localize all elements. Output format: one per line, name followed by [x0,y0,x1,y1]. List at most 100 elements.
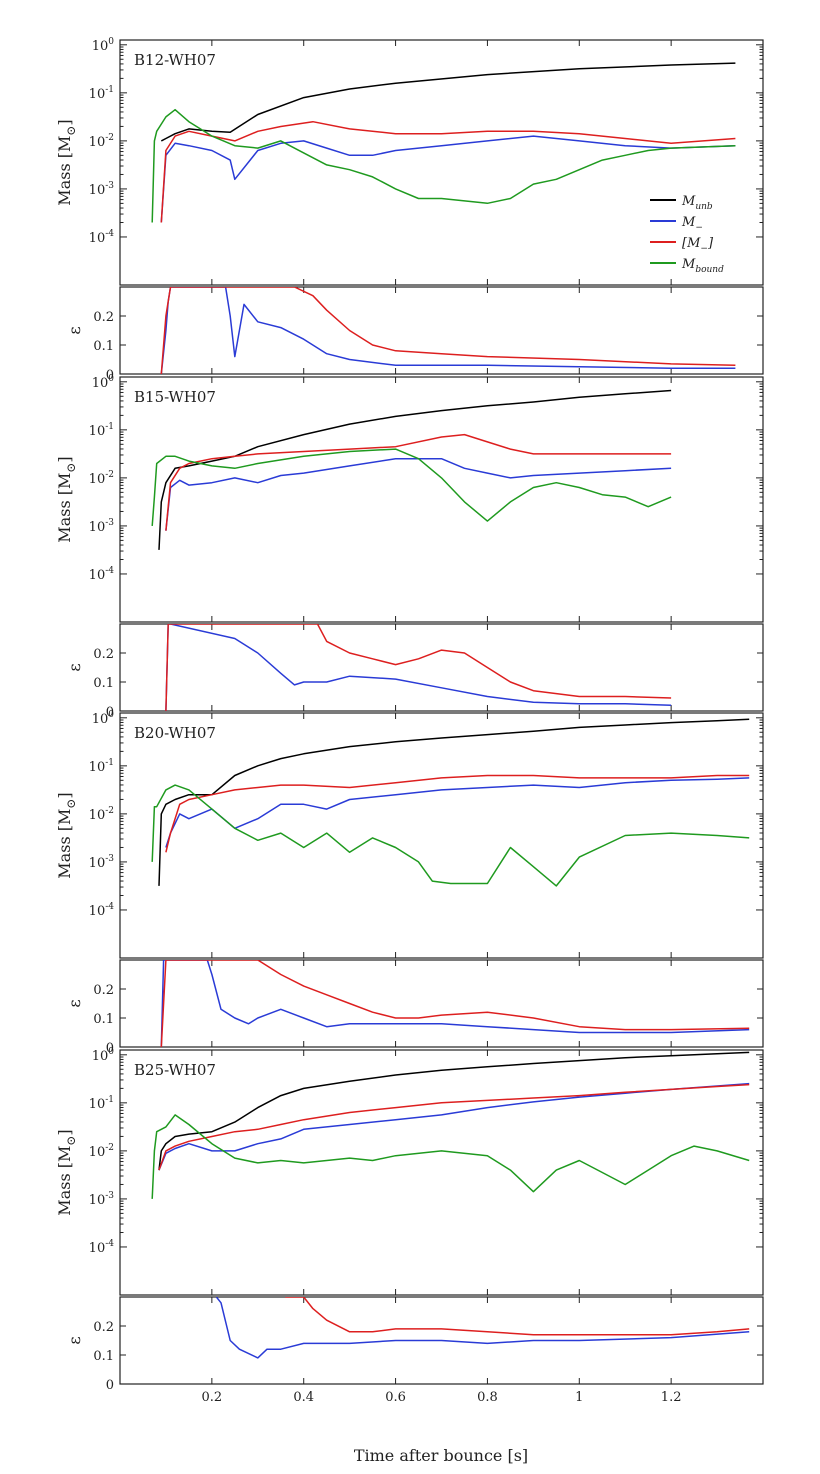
mass-axis-label: Mass [M⊙] [55,119,78,205]
series-line-M_unb [160,62,736,142]
eps-tick-label: 0.1 [93,1012,114,1027]
series-line-M_unb [158,389,672,550]
eps-series-group [215,1297,750,1359]
eps-axis-label: ε [65,999,84,1007]
series-line-M_minus_avg [165,433,672,531]
eps-line-M_minus [160,287,736,374]
mass-tick-label: 10-4 [89,229,115,246]
mass-axis-label: Mass [M⊙] [55,1129,78,1215]
eps-tick-label: 0.2 [93,310,114,325]
eps-axes-frame [119,1296,764,1385]
eps-tick-label: 0 [106,1041,114,1056]
eps-line-M_minus_avg [285,1297,750,1336]
series-line-M_bound [151,448,672,526]
mass-tick-label: 100 [92,710,115,727]
eps-tick-label: 0.2 [93,1320,114,1335]
eps-axes-frame [119,286,764,375]
panel-0: 100 10-1 10-2 10-3 10-4 0 0.1 0.2 Mass [M⊙] ε B12-… [55,37,764,383]
series-line-M_minus [165,777,750,848]
eps-axes-frame [119,959,764,1048]
legend-label-M_minus_avg: [M−] [682,236,714,254]
mass-series-group [151,389,672,550]
eps-tick-label: 0 [106,705,114,720]
series-line-M_minus_avg [158,1083,750,1171]
mass-tick-label: 10-4 [89,1239,115,1256]
mass-series-group [151,1051,750,1199]
panel-label: B12-WH07 [134,51,216,69]
mass-tick-label: 10-1 [89,422,114,439]
eps-tick-label: 0.2 [93,647,114,662]
x-tick-label: 0.6 [385,1390,406,1405]
panel-label: B15-WH07 [134,388,216,406]
legend-label-M_minus: M− [681,215,703,233]
eps-line-M_minus [165,624,672,711]
mass-tick-label: 10-1 [89,758,114,775]
eps-axis-label: ε [65,1336,84,1344]
mass-axis-label: Mass [M⊙] [55,456,78,542]
eps-axes-frame [119,623,764,712]
eps-tick-label: 0.2 [93,983,114,998]
mass-tick-label: 10-2 [89,470,114,487]
series-line-M_minus_avg [165,774,750,853]
eps-series-group [160,287,736,374]
series-line-M_bound [151,1114,750,1199]
panel-3: 0.2 0.4 0.6 0.8 1 1.2 100 10-1 10-2 10-3 10-4 0 0.1 0… [55,1047,764,1405]
mass-axes-frame [119,376,764,623]
eps-line-M_minus [215,1297,750,1359]
series-line-M_bound [151,108,736,223]
x-tick-label: 1.2 [661,1390,682,1405]
series-line-M_minus_avg [160,120,736,223]
eps-tick-label: 0.1 [93,339,114,354]
panel-2: 100 10-1 10-2 10-3 10-4 0 0.1 0.2 Mass [M⊙] ε B20-… [55,710,764,1056]
legend-label-M_unb: Munb [681,194,713,212]
x-tick-label: 1 [575,1390,583,1405]
mass-tick-label: 10-2 [89,806,114,823]
x-tick-label: 0.8 [477,1390,498,1405]
series-line-M_minus [158,1082,750,1171]
mass-series-group [151,718,750,887]
mass-tick-label: 10-3 [89,518,115,535]
x-axis-label: Time after bounce [s] [354,1446,528,1465]
legend: Munb M− [M−] Mbound [650,194,724,275]
panel-1: 100 10-1 10-2 10-3 10-4 0 0.1 0.2 Mass [M⊙] ε B15-… [55,374,764,720]
mass-tick-label: 10-1 [89,85,114,102]
series-line-M_minus [165,457,672,531]
mass-tick-label: 100 [92,1047,115,1064]
mass-axes-frame [119,1049,764,1296]
mass-tick-label: 10-3 [89,854,115,871]
eps-tick-label: 0 [106,1378,114,1393]
eps-line-M_minus_avg [160,287,736,374]
series-line-M_bound [151,784,750,887]
x-tick-label: 0.2 [202,1390,223,1405]
eps-tick-label: 0.1 [93,1349,114,1364]
mass-tick-label: 10-2 [89,133,114,150]
eps-series-group [160,960,750,1047]
mass-tick-label: 10-3 [89,1191,115,1208]
eps-line-M_minus [160,960,750,1047]
eps-tick-label: 0.1 [93,676,114,691]
mass-tick-label: 100 [92,37,115,54]
mass-axes-frame [119,39,764,286]
mass-tick-label: 10-2 [89,1143,114,1160]
series-line-M_minus [160,135,736,223]
eps-series-group [165,624,672,711]
mass-tick-label: 10-1 [89,1095,114,1112]
series-line-M_unb [158,1051,750,1171]
series-line-M_unb [158,718,750,886]
mass-axis-label: Mass [M⊙] [55,792,78,878]
mass-tick-label: 10-4 [89,566,115,583]
eps-line-M_minus_avg [160,960,750,1047]
legend-label-M_bound: Mbound [681,257,724,275]
mass-series-group [151,62,736,223]
eps-axis-label: ε [65,326,84,334]
mass-tick-label: 10-3 [89,181,115,198]
eps-line-M_minus_avg [165,624,672,711]
panel-label: B25-WH07 [134,1061,216,1079]
mass-axes-frame [119,712,764,959]
eps-tick-label: 0 [106,368,114,383]
eps-axis-label: ε [65,663,84,671]
x-tick-label: 0.4 [293,1390,314,1405]
mass-tick-label: 100 [92,374,115,391]
